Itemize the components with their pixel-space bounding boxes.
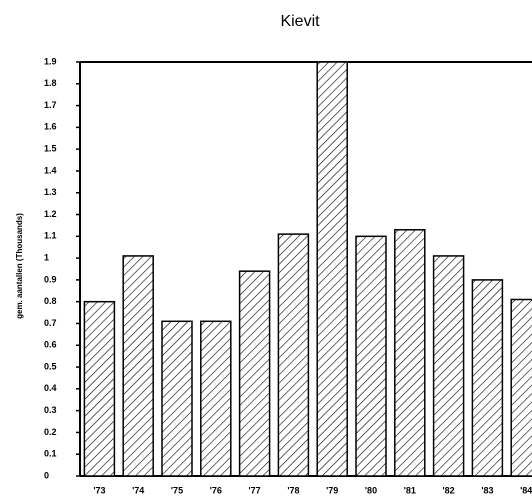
y-tick-label: 0.3	[44, 405, 57, 415]
y-tick-label: 1.4	[44, 165, 57, 175]
y-tick-label: 0.7	[44, 318, 57, 328]
bar	[277, 233, 310, 477]
y-tick-label: 0.9	[44, 274, 57, 284]
bar	[394, 229, 426, 477]
bar	[355, 235, 387, 477]
bar	[200, 320, 232, 477]
y-tick-label: 0.6	[44, 340, 57, 350]
x-tick-label: '76	[210, 485, 222, 495]
x-tick-label: '80	[365, 485, 377, 495]
y-tick-label: 1	[44, 252, 49, 262]
y-tick-label: 1.1	[44, 231, 57, 241]
x-tick-label: '78	[287, 485, 299, 495]
x-tick-label: '73	[93, 485, 105, 495]
y-tick-label: 1.9	[44, 56, 57, 66]
y-tick-label: 1.3	[44, 187, 57, 197]
bar	[432, 255, 465, 477]
chart-title: Kievit	[280, 13, 320, 30]
bar	[238, 270, 271, 477]
y-axis-label: gem. aantallen (Thousands)	[15, 213, 24, 319]
bar	[471, 279, 504, 477]
y-tick-label: 1.5	[44, 144, 57, 154]
x-tick-label: '74	[132, 485, 144, 495]
bar	[316, 61, 348, 477]
x-tick-label: '79	[326, 485, 338, 495]
y-tick-label: 1.8	[44, 78, 57, 88]
bar	[510, 298, 532, 477]
x-tick-label: '83	[481, 485, 493, 495]
y-tick-label: 1.7	[44, 100, 57, 110]
bar	[122, 255, 154, 477]
y-tick-label: 0.1	[44, 449, 57, 459]
y-tick-label: 0.5	[44, 361, 57, 371]
y-tick-label: 0.8	[44, 296, 57, 306]
x-tick-label: '81	[404, 485, 416, 495]
y-tick-label: 1.6	[44, 122, 57, 132]
bar	[161, 320, 193, 477]
y-tick-label: 0	[44, 470, 49, 480]
x-tick-label: '75	[171, 485, 183, 495]
x-tick-label: '82	[443, 485, 455, 495]
y-tick-label: 0.2	[44, 427, 57, 437]
x-tick-label: '77	[249, 485, 261, 495]
x-tick-label: '84	[520, 485, 532, 495]
bar	[83, 300, 116, 477]
y-tick-label: 0.4	[44, 383, 57, 393]
y-tick-label: 1.2	[44, 209, 57, 219]
